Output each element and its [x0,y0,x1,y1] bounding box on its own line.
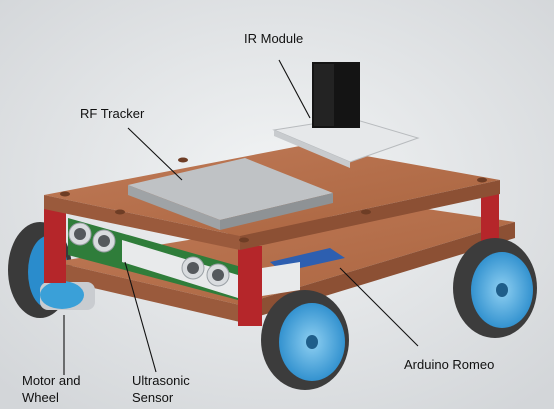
rf-tracker [128,158,333,230]
support-front-right [238,246,262,326]
motor-label-line1: Motor and [22,373,81,388]
top-plate-edge-left [44,195,240,250]
motor-label-line2: Wheel [22,390,59,405]
ultrasonic-sensor-label: Ultrasonic Sensor [132,372,190,406]
leader-ultrasonic [124,261,157,373]
support-back-right [481,190,499,252]
arduino-romeo-label: Arduino Romeo [404,357,495,372]
front-left-wheel [261,290,349,390]
ultrasonic-label-line2: Sensor [132,390,174,405]
leader-rf-tracker [127,127,183,181]
ultrasonic-label-line1: Ultrasonic [132,373,190,388]
ir-module-label: IR Module [244,31,304,46]
ultrasonic-sensor-left [68,222,116,253]
right-connector [262,262,300,296]
rf-tracker-label: RF Tracker [80,106,145,121]
front-connectors [122,240,238,298]
bottom-plate-edge [55,262,240,322]
ultrasonic-sensor-right [181,256,230,287]
ir-module [272,62,420,168]
top-plate-edge-right [240,180,500,250]
motor-and-wheel-label: Motor and Wheel [22,372,81,406]
leader-arduino [339,267,419,347]
support-front-left [44,205,66,283]
front-right-wheel [453,238,537,338]
leader-ir-module [278,59,311,119]
screw-holes [60,157,487,243]
motor [40,281,95,310]
